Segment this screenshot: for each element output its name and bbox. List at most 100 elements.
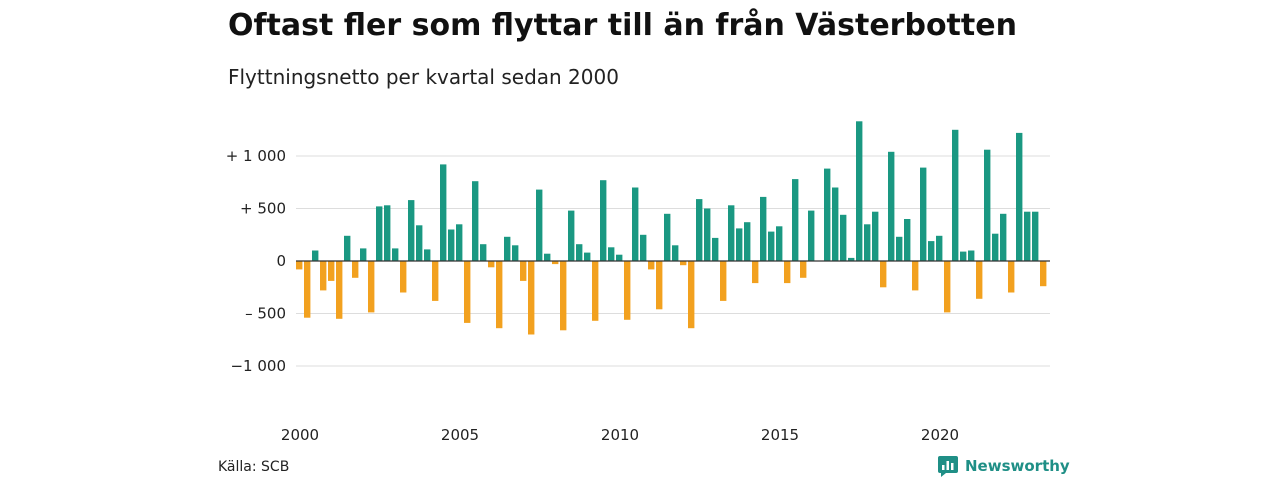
- x-tick-label: 2015: [761, 426, 799, 444]
- bar-positive: [768, 231, 775, 261]
- bar-negative: [528, 261, 535, 335]
- bar-negative: [400, 261, 407, 293]
- bar-positive: [728, 205, 735, 261]
- newsworthy-logo[interactable]: Newsworthy: [937, 455, 1070, 477]
- bar-positive: [992, 233, 999, 261]
- bar-negative: [320, 261, 327, 291]
- bar-negative: [648, 261, 655, 270]
- bar-positive: [936, 235, 943, 261]
- bar-negative: [1008, 261, 1015, 293]
- bar-positive: [920, 167, 927, 262]
- bar-positive: [960, 251, 967, 261]
- bar-negative: [496, 261, 503, 329]
- bar-positive: [344, 235, 351, 261]
- bar-positive: [584, 252, 591, 261]
- chart-title: Oftast fler som flyttar till än från Väs…: [228, 8, 1017, 43]
- bar-layer: [296, 121, 1047, 335]
- bar-positive: [1000, 213, 1007, 262]
- x-tick-label: 2010: [601, 426, 639, 444]
- bar-positive: [360, 248, 367, 261]
- bar-negative: [464, 261, 471, 323]
- bar-positive: [872, 211, 879, 262]
- axis-layer: + 1 000 + 500 0 – 500 −1 000 2000 2005 2010 2015…: [226, 147, 1050, 444]
- bar-negative: [552, 261, 559, 265]
- bar-negative: [328, 261, 335, 281]
- bar-negative: [296, 261, 303, 270]
- chart-subtitle: Flyttningsnetto per kvartal sedan 2000: [228, 65, 619, 89]
- bar-positive: [968, 250, 975, 261]
- bar-positive: [384, 205, 391, 261]
- bar-negative: [336, 261, 343, 319]
- bar-positive: [664, 213, 671, 262]
- y-tick-label: – 500: [245, 305, 286, 323]
- bar-negative: [880, 261, 887, 288]
- bar-positive: [904, 219, 911, 261]
- bar-positive: [712, 237, 719, 261]
- bar-positive: [848, 257, 855, 261]
- x-tick-label: 2000: [281, 426, 319, 444]
- y-tick-label: + 500: [240, 200, 286, 218]
- bar-positive: [616, 254, 623, 261]
- bar-positive: [792, 179, 799, 261]
- bar-positive: [864, 224, 871, 262]
- bar-positive: [1024, 211, 1031, 262]
- bar-positive: [672, 245, 679, 262]
- bar-negative: [680, 261, 687, 266]
- bar-positive: [440, 164, 447, 261]
- bar-positive: [448, 229, 455, 261]
- bar-negative: [624, 261, 631, 320]
- bar-positive: [416, 225, 423, 261]
- bar-negative: [352, 261, 359, 278]
- bar-negative: [560, 261, 567, 331]
- bar-negative: [368, 261, 375, 313]
- y-tick-label: 0: [276, 252, 286, 270]
- bar-positive: [392, 248, 399, 261]
- bar-positive: [424, 249, 431, 261]
- bar-negative: [688, 261, 695, 329]
- bar-positive: [512, 245, 519, 262]
- bar-negative: [656, 261, 663, 310]
- bar-negative: [1040, 261, 1047, 287]
- bar-positive: [856, 121, 863, 261]
- bar-positive: [928, 241, 935, 261]
- bar-negative: [800, 261, 807, 278]
- bar-negative: [752, 261, 759, 284]
- bar-positive: [544, 253, 551, 261]
- newsworthy-chart-icon: [938, 456, 958, 477]
- bar-positive: [896, 236, 903, 261]
- bar-positive: [640, 234, 647, 262]
- bar-positive: [776, 226, 783, 261]
- bar-positive: [1016, 132, 1023, 261]
- bar-positive: [736, 228, 743, 261]
- bar-positive: [576, 244, 583, 261]
- bar-positive: [408, 200, 415, 261]
- bar-negative: [304, 261, 311, 318]
- bar-negative: [520, 261, 527, 281]
- brand-name: Newsworthy: [965, 457, 1070, 475]
- bar-negative: [784, 261, 791, 284]
- bar-positive: [632, 187, 639, 261]
- bar-positive: [472, 181, 479, 261]
- y-tick-label: −1 000: [230, 357, 286, 375]
- bar-negative: [944, 261, 951, 313]
- bar-positive: [840, 214, 847, 261]
- bar-negative: [592, 261, 599, 321]
- bar-negative: [720, 261, 727, 301]
- bar-positive: [608, 247, 615, 261]
- y-tick-label: + 1 000: [226, 147, 286, 165]
- bar-positive: [696, 199, 703, 261]
- bar-positive: [312, 250, 319, 261]
- bar-negative: [976, 261, 983, 299]
- bar-positive: [808, 210, 815, 261]
- bar-negative: [432, 261, 439, 301]
- bar-positive: [832, 187, 839, 261]
- bar-positive: [1032, 211, 1039, 262]
- bar-positive: [480, 244, 487, 261]
- bar-positive: [504, 236, 511, 261]
- bar-positive: [568, 210, 575, 261]
- bar-positive: [824, 168, 831, 261]
- bar-positive: [456, 224, 463, 262]
- bar-positive: [704, 208, 711, 261]
- x-tick-label: 2020: [921, 426, 959, 444]
